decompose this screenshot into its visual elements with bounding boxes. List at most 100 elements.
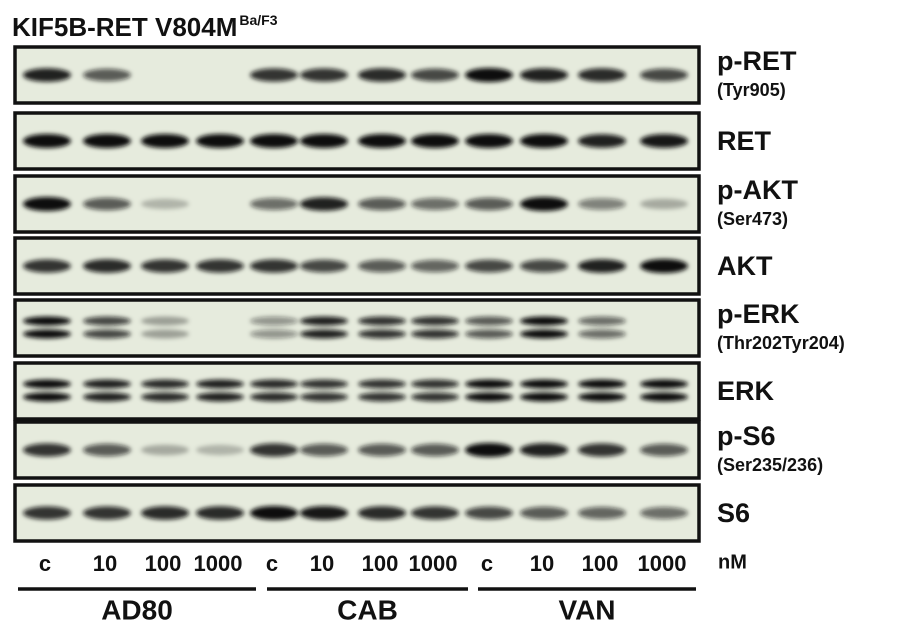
band: [250, 259, 298, 273]
band: [358, 443, 406, 457]
group-label: AD80: [101, 594, 173, 625]
band: [300, 379, 348, 389]
band: [23, 506, 71, 520]
band: [411, 329, 459, 339]
blot-panel: [13, 361, 701, 421]
band: [250, 379, 298, 389]
band: [83, 68, 131, 82]
band: [23, 392, 71, 402]
bands: [23, 134, 688, 148]
lane-label: c: [266, 551, 278, 576]
band: [250, 316, 298, 326]
bands: [23, 197, 688, 211]
band: [141, 444, 189, 456]
band: [520, 316, 568, 326]
band: [411, 379, 459, 389]
band: [196, 379, 244, 389]
band: [640, 392, 688, 402]
band: [358, 316, 406, 326]
band: [358, 506, 406, 520]
band: [141, 259, 189, 273]
band: [196, 444, 244, 456]
band: [83, 506, 131, 520]
band: [23, 197, 71, 211]
band: [520, 197, 568, 211]
band: [358, 259, 406, 273]
bands: [23, 506, 688, 520]
band: [196, 259, 244, 273]
band: [141, 134, 189, 148]
band: [141, 198, 189, 210]
bands: [23, 316, 626, 339]
band: [83, 443, 131, 457]
panel-label: p-AKT: [717, 175, 798, 205]
band: [411, 134, 459, 148]
panel-label: p-ERK: [717, 299, 800, 329]
band: [520, 506, 568, 520]
band: [411, 392, 459, 402]
band: [300, 197, 348, 211]
panel-label: p-S6: [717, 421, 776, 451]
band: [23, 68, 71, 82]
band: [300, 392, 348, 402]
band: [578, 443, 626, 457]
band: [411, 259, 459, 273]
blot-panel: [13, 298, 701, 358]
band: [578, 392, 626, 402]
band: [465, 259, 513, 273]
band: [23, 259, 71, 273]
band: [83, 259, 131, 273]
band: [640, 259, 688, 273]
band: [300, 316, 348, 326]
unit-label: nM: [718, 551, 747, 573]
band: [578, 329, 626, 339]
band: [520, 329, 568, 339]
band: [640, 68, 688, 82]
band: [520, 443, 568, 457]
bands: [23, 379, 688, 402]
band: [578, 68, 626, 82]
band: [411, 316, 459, 326]
band: [411, 506, 459, 520]
band: [358, 392, 406, 402]
band: [520, 392, 568, 402]
lane-label: 1000: [409, 551, 458, 576]
band: [520, 259, 568, 273]
band: [411, 68, 459, 82]
panel-sublabel: (Ser235/236): [717, 455, 823, 475]
lane-label: 100: [362, 551, 399, 576]
band: [578, 506, 626, 520]
lane-label: 10: [310, 551, 334, 576]
band: [196, 392, 244, 402]
band: [83, 392, 131, 402]
band: [411, 198, 459, 210]
band: [23, 329, 71, 339]
band: [578, 134, 626, 148]
band: [83, 379, 131, 389]
band: [300, 506, 348, 520]
band: [23, 443, 71, 457]
band: [250, 443, 298, 457]
band: [465, 316, 513, 326]
band: [465, 68, 513, 82]
band: [23, 134, 71, 148]
lane-label: 1000: [638, 551, 687, 576]
band: [23, 379, 71, 389]
band: [141, 379, 189, 389]
band: [196, 134, 244, 148]
panel-label: AKT: [717, 251, 773, 281]
panel-sublabel: (Thr202Tyr204): [717, 333, 845, 353]
panel-label: S6: [717, 498, 750, 528]
lane-label: 10: [530, 551, 554, 576]
band: [141, 329, 189, 339]
band: [250, 329, 298, 339]
title-superscript: Ba/F3: [239, 12, 277, 28]
band: [640, 507, 688, 519]
band: [520, 68, 568, 82]
band: [83, 329, 131, 339]
title-text: KIF5B-RET V804M: [12, 12, 237, 42]
lane-label: 100: [582, 551, 619, 576]
band: [411, 443, 459, 457]
band: [358, 329, 406, 339]
lane-label: 10: [93, 551, 117, 576]
